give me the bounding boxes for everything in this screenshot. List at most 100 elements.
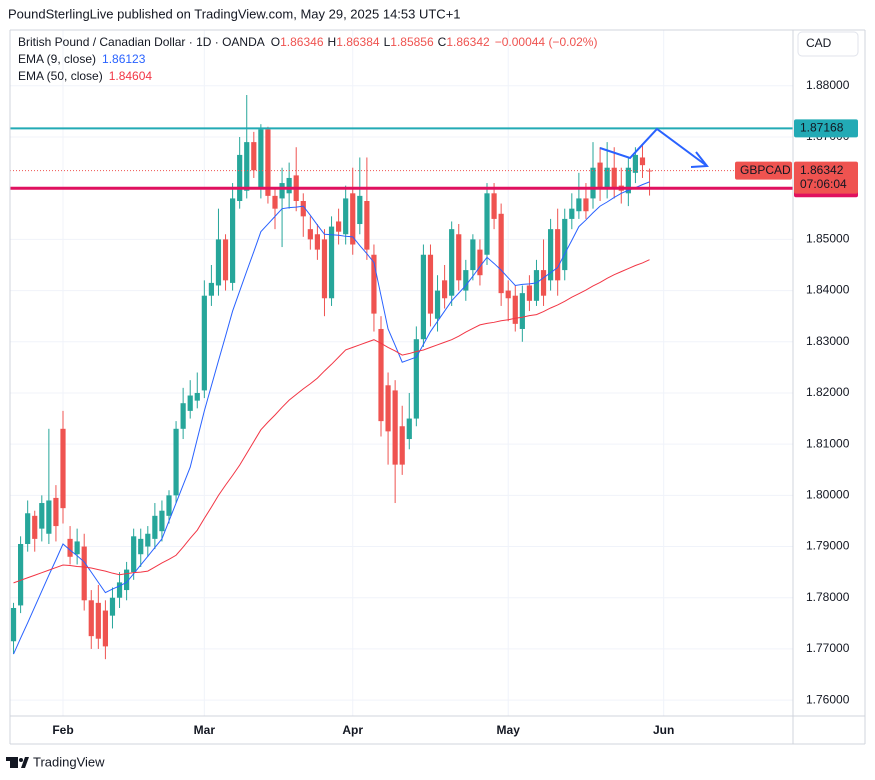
candle-body [470, 239, 476, 271]
level-label-box [794, 119, 858, 138]
y-tick-label: 1.78000 [806, 590, 850, 604]
y-tick-label: 1.77000 [806, 641, 850, 655]
candle-body [180, 403, 186, 429]
candle-body [215, 239, 222, 286]
ema-line [13, 259, 650, 584]
ohlc-value: 1.86384 [336, 35, 380, 49]
candle-body [505, 290, 511, 299]
y-tick-label: 1.82000 [806, 385, 850, 399]
candle-body [597, 162, 603, 189]
candle-body [371, 254, 377, 314]
candle-body [173, 428, 179, 496]
candle-body [300, 200, 306, 217]
x-tick-label: Mar [194, 723, 216, 737]
candle-body [279, 183, 285, 199]
candle-body [53, 497, 59, 527]
candle-body [625, 167, 631, 194]
countdown: 07:06:04 [800, 177, 847, 191]
candle-body [434, 290, 441, 319]
candle-body [328, 226, 335, 299]
ohlc-value: 1.86346 [280, 35, 324, 49]
candle-body [258, 129, 264, 189]
candle-body [109, 597, 116, 616]
candle-body [611, 167, 617, 189]
logo-part [21, 757, 29, 768]
candle-body [39, 503, 45, 529]
x-tick-label: May [497, 723, 521, 737]
candle-body [286, 177, 292, 194]
candle-body [222, 239, 229, 281]
candle-body [145, 533, 151, 547]
candle-body [420, 254, 427, 340]
symbol-title: British Pound / Canadian Dollar · 1D · O… [18, 35, 265, 49]
candle-body [194, 392, 200, 401]
candle-body [251, 142, 257, 171]
candle-body [399, 426, 405, 465]
logo-part [6, 757, 16, 761]
candle-body [81, 546, 87, 601]
candle-body [25, 513, 31, 544]
legend-title: British Pound / Canadian Dollar · 1D · O… [18, 35, 597, 49]
candle-body [569, 208, 575, 219]
ohlc-label: C [438, 35, 447, 49]
legend-ema9: EMA (9, close) 1.86123 [18, 52, 146, 66]
candle-body [385, 385, 391, 432]
symbol-box [735, 161, 792, 180]
candle-body [10, 607, 17, 642]
candle-body [138, 538, 144, 555]
y-tick-label: 1.85000 [806, 232, 850, 246]
logo-part [19, 758, 23, 762]
candle-body [392, 390, 398, 465]
candle-body [307, 229, 313, 240]
ohlc-label: H [328, 35, 337, 49]
candle-body [265, 129, 271, 196]
candle-body [498, 213, 504, 294]
candle-body [159, 510, 165, 532]
candle-body [237, 154, 243, 201]
candle-body [590, 167, 596, 199]
candle-body [102, 610, 109, 647]
candle-body [406, 418, 412, 440]
candle-body [357, 195, 363, 225]
legend-value: 1.86123 [102, 52, 146, 66]
candle-body [95, 602, 101, 639]
candle-body [484, 193, 490, 255]
candle-body [46, 500, 52, 534]
candle-body [477, 249, 483, 276]
candle-body [533, 270, 540, 301]
candle-body [230, 198, 236, 283]
currency-button[interactable] [797, 31, 859, 57]
ema-line [13, 181, 650, 655]
y-tick-label: 1.83000 [806, 334, 850, 348]
candle-body [166, 495, 172, 516]
candle-body [336, 221, 342, 232]
candle-body [639, 157, 646, 166]
last-price-label: 1.86342 [800, 163, 844, 177]
legend-ema50: EMA (50, close) 1.84604 [18, 69, 152, 83]
candle-body [378, 328, 384, 422]
last-price-box [794, 161, 858, 194]
candle-body [413, 339, 419, 419]
candle-body [576, 198, 582, 212]
currency[interactable]: CAD [806, 36, 832, 50]
candle-body [32, 515, 38, 539]
symbol-label: GBPCAD [740, 163, 791, 177]
candle-body [88, 600, 94, 637]
candle-body [343, 198, 349, 235]
plot-area [10, 95, 793, 660]
footer: TradingView [33, 754, 105, 769]
y-tick-label: 1.88000 [806, 78, 850, 92]
candle-body [314, 234, 321, 250]
candle-body [364, 200, 370, 250]
y-tick-label: 1.76000 [806, 692, 850, 706]
candle-body [526, 285, 533, 301]
candle-body [60, 428, 66, 509]
legend-name: EMA (9, close) [18, 52, 96, 66]
candle-body [116, 582, 123, 598]
x-tick-label: Jun [653, 723, 674, 737]
y-tick-label: 1.80000 [806, 488, 850, 502]
axes: 1.76000 1.77000 1.78000 1.79000 1.80000 1.810… [52, 78, 858, 737]
candle-body [442, 280, 448, 299]
